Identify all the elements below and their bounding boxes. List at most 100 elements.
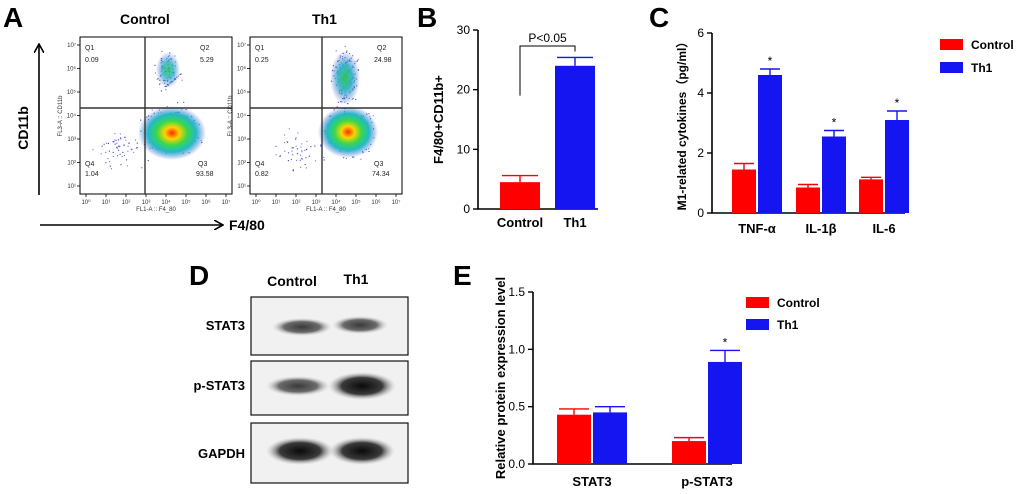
panel-label-c: C (649, 2, 669, 33)
event-dot (304, 149, 306, 151)
event-dot (127, 145, 129, 147)
q3-value-control: 93.58 (196, 171, 214, 178)
q4-value-control: 1.04 (85, 171, 99, 178)
significance-star: * (723, 335, 728, 349)
event-dot (116, 142, 118, 144)
y-tick-label: 6 (697, 26, 704, 40)
bar-pstat3-th1 (708, 361, 742, 464)
event-dot (110, 168, 113, 170)
blot-label-pstat3: p-STAT3 (193, 378, 245, 393)
event-dot (304, 163, 306, 166)
f480-axis-label: F4/80 (229, 217, 265, 233)
q4-value-th1: 0.82 (255, 171, 269, 178)
chart-c: 0 2 4 6 M1-related cytokines（pg/ml） * TNF-α * IL… (674, 26, 1014, 236)
event-dot (126, 165, 129, 167)
event-dot (301, 143, 303, 145)
bar-pstat3-control (672, 441, 706, 464)
event-dot (119, 133, 121, 135)
event-dot (284, 142, 286, 144)
event-dot (114, 139, 116, 141)
event-dot (114, 143, 116, 145)
event-dot (360, 158, 362, 160)
y-tick-label: 1.5 (508, 285, 525, 299)
flow-title-th1: Th1 (312, 11, 337, 27)
significance-bracket (519, 45, 576, 96)
yticks-control: 10¹ 10² 10³ 10⁴ 10⁵ 10⁶ 10⁷ (67, 42, 80, 190)
event-dot (299, 159, 301, 161)
bar-il6-control (859, 179, 883, 213)
flow-ytick-label-th1: 10³ (237, 137, 246, 143)
event-dot (310, 146, 312, 148)
panel-label-d: D (189, 260, 209, 291)
flow-xtick-label-control: 10⁵ (181, 199, 191, 206)
significance-star: * (895, 96, 900, 110)
event-dot (105, 142, 108, 144)
event-dot (123, 154, 126, 157)
band-stat3-control (272, 318, 332, 336)
chart-b: 0 10 20 30 F4/80+CD11b+ Control Th1 P<0.05 (431, 23, 598, 230)
event-dot (296, 159, 298, 161)
event-dot (117, 139, 119, 141)
event-dot (300, 146, 302, 148)
flow-ytick-label-th1: 10⁴ (237, 113, 247, 120)
event-dot (295, 137, 297, 139)
event-dot (141, 167, 143, 169)
flow-title-control: Control (120, 11, 170, 27)
event-dot (295, 145, 297, 147)
event-dot (136, 147, 138, 149)
event-dot (275, 145, 277, 147)
event-dot (114, 133, 116, 135)
event-dot (117, 155, 119, 157)
blot-label-gapdh: GAPDH (198, 446, 245, 461)
event-dot (120, 138, 122, 140)
bar-th1 (555, 65, 595, 209)
event-dot (115, 139, 117, 141)
event-dot (140, 119, 142, 121)
event-dot (147, 160, 149, 162)
cd11b-axis-label: CD11b (15, 106, 31, 150)
event-dot (292, 147, 294, 149)
flow-ytick-label-control: 10⁴ (67, 113, 77, 120)
y-tick-label: 0.5 (508, 400, 525, 414)
legend-label-control: Control (777, 296, 820, 310)
bar-tnf-control (732, 169, 756, 213)
blot-row-gapdh: GAPDH (198, 422, 409, 484)
flow-xtick-label-control: 10² (122, 200, 131, 206)
event-dot (306, 140, 308, 142)
x-tick-label: STAT3 (572, 474, 611, 489)
legend-swatch-th1 (746, 319, 769, 330)
q3-value-th1: 74.34 (372, 171, 390, 178)
event-dot (105, 151, 107, 153)
flow-plot-th1: Q1 0.25 Q2 24.98 Q4 0.82 Q3 74.34 10⁰ 10¹… (228, 36, 403, 213)
event-dot (297, 132, 299, 134)
event-dot (119, 146, 121, 148)
flow-xtick-label-th1: 10⁷ (392, 199, 401, 206)
panel-label-a: A (3, 2, 23, 33)
event-dot (345, 157, 347, 160)
flow-ytick-label-control: 10⁶ (67, 66, 77, 73)
event-dot (183, 101, 185, 103)
event-dot (344, 45, 346, 48)
band-gapdh-control (266, 437, 334, 465)
flow-xtick-label-th1: 10⁶ (371, 199, 381, 206)
event-dot (165, 89, 167, 91)
flow-xtick-label-th1: 10² (292, 200, 301, 206)
event-dot (116, 147, 118, 149)
event-dot (357, 59, 359, 61)
event-dot (100, 153, 102, 155)
q1-label-control: Q1 (85, 45, 94, 52)
event-dot (279, 155, 281, 157)
flow-ytick-label-control: 10¹ (67, 184, 76, 190)
q1-value-th1: 0.25 (255, 57, 269, 64)
event-dot (122, 151, 124, 153)
event-dot (125, 159, 128, 161)
event-dot (299, 154, 301, 156)
flow-xlabel-control: FL1-A :: F4_80 (136, 207, 176, 213)
blot-column-control: Control (267, 273, 317, 289)
event-dot (179, 73, 181, 76)
event-dot (119, 153, 121, 155)
event-dot (133, 151, 135, 153)
event-dot (288, 128, 290, 130)
event-dot (287, 141, 289, 143)
event-dot (372, 115, 374, 117)
